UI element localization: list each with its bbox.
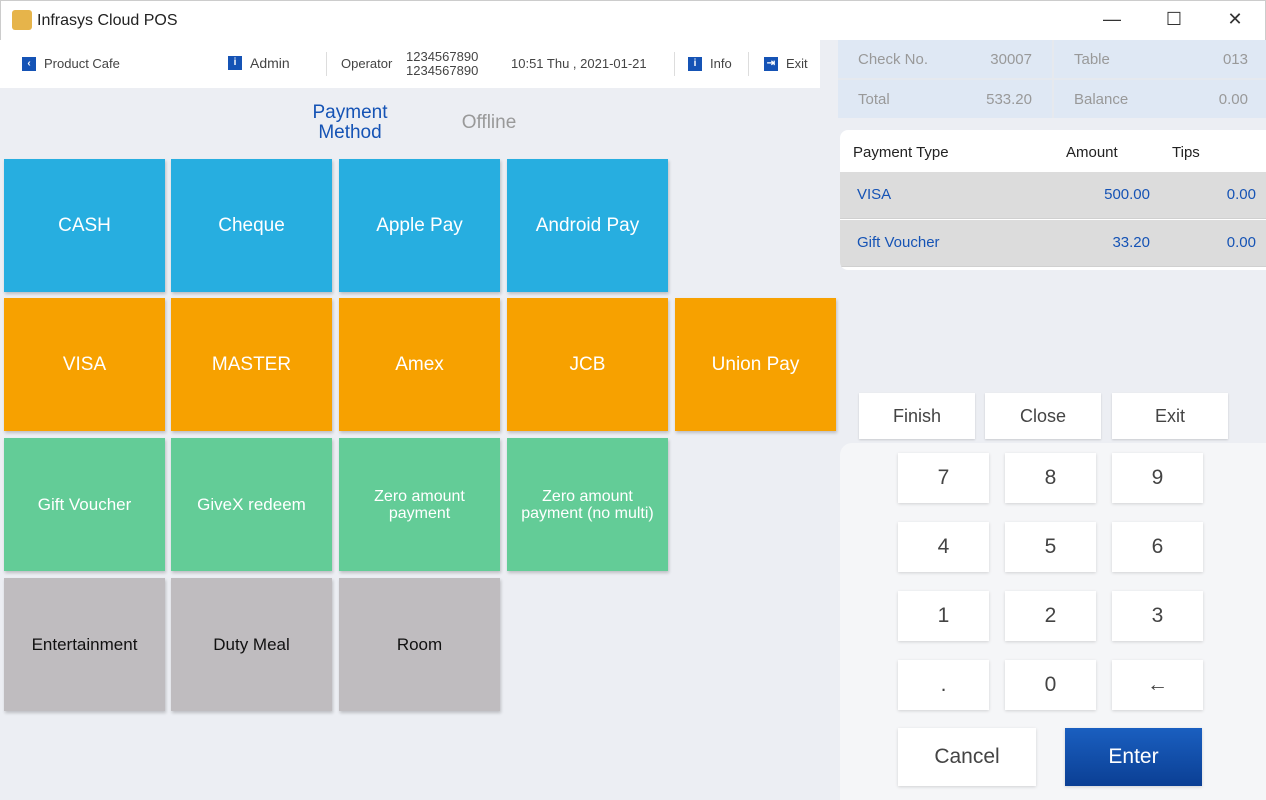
operator-label: Operator [341, 56, 393, 71]
user-name: Admin [250, 55, 290, 71]
exit-header-button[interactable]: ⇥ Exit [764, 56, 808, 71]
payment-button-label: Entertainment [31, 635, 138, 654]
table-row[interactable]: VISA 500.00 0.00 [840, 172, 1266, 219]
payment-button-label: Zero amount payment (no multi) [521, 487, 654, 522]
title-bar: Infrasys Cloud POS — ☐ ✕ [0, 0, 1266, 40]
check-no-label: Check No. [858, 50, 929, 68]
user-button[interactable]: i Admin [228, 55, 290, 71]
key-8[interactable]: 8 [1005, 453, 1096, 503]
info-label: Info [710, 56, 732, 71]
enter-button[interactable]: Enter [1065, 728, 1202, 786]
datetime: 10:51 Thu , 2021-01-21 [511, 56, 647, 71]
finish-button[interactable]: Finish [859, 393, 975, 439]
operator-id: 1234567890 [406, 63, 479, 78]
payment-button-visa[interactable]: VISA [4, 298, 165, 431]
exit-label: Exit [786, 56, 808, 71]
payment-tips: 0.00 [1226, 186, 1256, 203]
payment-button-label: Cheque [218, 215, 285, 236]
payment-button-entertainment[interactable]: Entertainment [4, 578, 165, 711]
key-dot[interactable]: . [898, 660, 989, 710]
payment-button-master[interactable]: MASTER [171, 298, 332, 431]
cancel-button[interactable]: Cancel [898, 728, 1036, 786]
close-button[interactable]: Close [985, 393, 1101, 439]
table-label: Table [1074, 50, 1110, 68]
payment-button-label: Union Pay [711, 354, 800, 375]
payment-button-label: Zero amount payment [374, 487, 465, 522]
payment-button-room[interactable]: Room [339, 578, 500, 711]
key-7[interactable]: 7 [898, 453, 989, 503]
balance-value: 0.00 [1218, 90, 1248, 108]
key-4[interactable]: 4 [898, 522, 989, 572]
table-row[interactable]: Gift Voucher 33.20 0.00 [840, 220, 1266, 267]
chevron-left-icon: ‹ [22, 56, 36, 71]
maximize-button[interactable]: ☐ [1165, 9, 1183, 29]
payment-button-label: Apple Pay [376, 215, 463, 236]
payment-button-label: MASTER [211, 354, 292, 375]
payment-button-gift-voucher[interactable]: Gift Voucher [4, 438, 165, 571]
payment-type: VISA [857, 186, 892, 203]
total-label: Total [858, 90, 890, 108]
exit-button[interactable]: Exit [1112, 393, 1228, 439]
key-3[interactable]: 3 [1112, 591, 1203, 641]
payment-button-cash[interactable]: CASH [4, 159, 165, 292]
info-button[interactable]: i Info [688, 56, 732, 71]
payment-amount: 33.20 [1112, 234, 1150, 251]
app-icon [12, 10, 32, 30]
payment-button-label: CASH [58, 215, 111, 236]
key-9[interactable]: 9 [1112, 453, 1203, 503]
payment-button-cheque[interactable]: Cheque [171, 159, 332, 292]
table-value: 013 [1222, 50, 1248, 68]
operator-id: 1234567890 [406, 49, 479, 64]
payment-button-amex[interactable]: Amex [339, 298, 500, 431]
payment-button-duty-meal[interactable]: Duty Meal [171, 578, 332, 711]
key-1[interactable]: 1 [898, 591, 989, 641]
divider [748, 52, 749, 76]
payment-tips: 0.00 [1226, 234, 1256, 251]
key-0[interactable]: 0 [1005, 660, 1096, 710]
window-title: Infrasys Cloud POS [37, 12, 178, 29]
payment-button-label: Room [396, 635, 443, 654]
minimize-button[interactable]: — [1103, 9, 1121, 29]
backspace-key[interactable]: ← [1112, 660, 1203, 710]
check-info: Check No. 30007 Table 013 Total 533.20 Bala… [838, 40, 1266, 118]
column-header: Payment Type [853, 144, 949, 161]
payment-button-label: VISA [62, 354, 107, 375]
payment-button-label: Amex [395, 354, 444, 375]
payments-table: Payment Type Amount Tips VISA 500.00 0.00 … [840, 130, 1266, 270]
key-6[interactable]: 6 [1112, 522, 1203, 572]
check-no-value: 30007 [990, 50, 1032, 68]
payment-button-label: GiveX redeem [197, 495, 306, 514]
info-icon: i [688, 56, 702, 71]
total-value: 533.20 [986, 90, 1032, 108]
payment-button-givex-redeem[interactable]: GiveX redeem [171, 438, 332, 571]
key-2[interactable]: 2 [1005, 591, 1096, 641]
payment-button-label: JCB [569, 354, 606, 375]
payment-button-label: Gift Voucher [37, 495, 132, 514]
payment-button-zero-amount-payment-no-multi[interactable]: Zero amount payment (no multi) [507, 438, 668, 571]
user-info-icon: i [228, 56, 242, 70]
payment-button-zero-amount-payment[interactable]: Zero amount payment [339, 438, 500, 571]
close-window-button[interactable]: ✕ [1227, 9, 1243, 29]
tab-offline[interactable]: Offline [461, 112, 517, 133]
back-outlet-button[interactable]: ‹ Product Cafe [22, 56, 120, 71]
payment-button-jcb[interactable]: JCB [507, 298, 668, 431]
exit-icon: ⇥ [764, 56, 778, 71]
payment-button-android-pay[interactable]: Android Pay [507, 159, 668, 292]
key-5[interactable]: 5 [1005, 522, 1096, 572]
payment-type: Gift Voucher [857, 234, 940, 251]
tab-payment-method[interactable]: Payment Method [312, 102, 388, 143]
divider [326, 52, 327, 76]
payment-amount: 500.00 [1104, 186, 1150, 203]
payment-button-apple-pay[interactable]: Apple Pay [339, 159, 500, 292]
divider [674, 52, 675, 76]
balance-label: Balance [1074, 90, 1129, 108]
operator-ids: 1234567890 1234567890 [406, 50, 478, 78]
column-header: Amount [1066, 144, 1118, 161]
outlet-name: Product Cafe [44, 56, 120, 71]
payment-button-label: Duty Meal [213, 635, 290, 654]
column-header: Tips [1172, 144, 1200, 161]
header-bar: ‹ Product Cafe i Admin Operator 1234567890… [0, 40, 820, 88]
payment-button-label: Android Pay [535, 215, 640, 236]
payment-button-union-pay[interactable]: Union Pay [675, 298, 836, 431]
